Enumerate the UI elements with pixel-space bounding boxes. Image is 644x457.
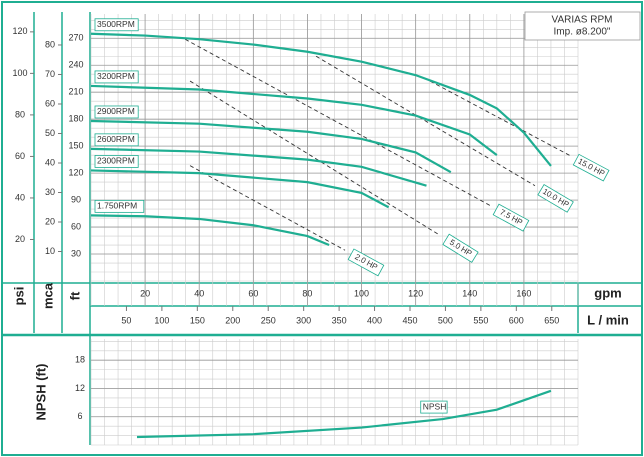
curve-label-box <box>94 70 139 84</box>
x2-tick-label: 100 <box>154 315 169 325</box>
x2-tick-label: 50 <box>121 315 131 325</box>
y-tick-label: 60 <box>71 221 81 231</box>
mca_axis-tick-label: 40 <box>45 157 55 167</box>
ft-label: ft <box>67 291 82 300</box>
curve <box>90 214 330 247</box>
x2-tick-label: 350 <box>332 315 347 325</box>
x-tick-label: 120 <box>408 288 423 298</box>
lmin-label: L / min <box>587 312 629 327</box>
psi_axis-tick-label: 60 <box>15 151 25 161</box>
power-label-box <box>347 248 385 277</box>
y-tick-label: 240 <box>68 60 83 70</box>
y-tick-label: 150 <box>68 141 83 151</box>
npsh-tick-label: 18 <box>75 355 85 365</box>
x2-tick-label: 400 <box>367 315 382 325</box>
curve-label: 3200RPM <box>97 71 135 81</box>
psi_axis-tick-label: 120 <box>12 26 27 36</box>
x-tick-label: 80 <box>302 288 312 298</box>
power-label-box <box>537 183 574 213</box>
npsh-axis-label: NPSH (ft) <box>33 363 48 420</box>
legend-box <box>524 11 641 41</box>
curve-label: 1.750RPM <box>97 201 137 211</box>
x2-tick-label: 500 <box>438 315 453 325</box>
legend-subtitle: Imp. ø8.200" <box>554 27 611 38</box>
x2-tick-label: 150 <box>190 315 205 325</box>
npsh-tick-label: 12 <box>75 383 85 393</box>
y-tick-label: 90 <box>71 194 81 204</box>
curve-label-box <box>94 18 139 32</box>
psi_axis-tick-label: 100 <box>12 68 27 78</box>
power-label-box <box>572 153 610 182</box>
x-tick-label: 40 <box>194 288 204 298</box>
curve-label-box <box>94 155 139 168</box>
curve-label-box <box>94 105 139 119</box>
y-tick-label: 30 <box>71 248 81 258</box>
curve-label: 2900RPM <box>97 106 135 116</box>
mca_axis-tick-label: 70 <box>45 69 55 79</box>
power-line <box>429 80 571 157</box>
curve <box>90 169 390 209</box>
power-line <box>184 38 491 206</box>
curve <box>90 147 427 187</box>
x2-tick-label: 200 <box>225 315 240 325</box>
x2-tick-label: 450 <box>402 315 417 325</box>
mca_axis-tick-label: 30 <box>45 187 55 197</box>
psi_axis-tick-label: 40 <box>15 192 25 202</box>
power-label-box <box>492 203 530 232</box>
curve-label: NPSH <box>423 401 447 411</box>
curve-label-box <box>94 133 139 147</box>
x2-tick-label: 250 <box>261 315 276 325</box>
mca_axis-tick-label: 60 <box>45 98 55 108</box>
power-label-box <box>442 233 479 263</box>
curve-label: 3500RPM <box>97 19 135 29</box>
curve <box>136 389 552 439</box>
curve-label: 2600RPM <box>97 134 135 144</box>
power-line <box>315 55 536 187</box>
mca_axis-tick-label: 10 <box>45 246 55 256</box>
curve-label: 2300RPM <box>97 156 135 166</box>
gpm-label: gpm <box>594 285 621 300</box>
x-tick-label: 20 <box>140 288 150 298</box>
curve-label-box <box>420 400 448 414</box>
mca-label: mca <box>40 282 55 309</box>
x-tick-label: 160 <box>516 288 531 298</box>
dividers <box>2 12 642 445</box>
x-tick-label: 60 <box>248 288 258 298</box>
curve-label-box <box>94 199 145 213</box>
x-tick-label: 100 <box>354 288 369 298</box>
x2-tick-label: 300 <box>296 315 311 325</box>
y-tick-label: 180 <box>68 114 83 124</box>
y-tick-label: 120 <box>68 167 83 177</box>
power-line <box>189 165 346 251</box>
npsh-tick-label: 6 <box>77 411 82 421</box>
x2-tick-label: 650 <box>544 315 559 325</box>
psi_axis-tick-label: 20 <box>15 234 25 244</box>
x-tick-label: 140 <box>462 288 477 298</box>
mca_axis-tick-label: 20 <box>45 216 55 226</box>
mca_axis-tick-label: 50 <box>45 128 55 138</box>
y-tick-label: 270 <box>68 33 83 43</box>
mca_axis-tick-label: 80 <box>45 39 55 49</box>
psi_axis-tick-label: 80 <box>15 109 25 119</box>
x2-tick-label: 550 <box>473 315 488 325</box>
x2-tick-label: 600 <box>509 315 524 325</box>
y-tick-label: 210 <box>68 87 83 97</box>
curve <box>90 84 498 157</box>
legend-title: VARIAS RPM <box>552 15 613 26</box>
curve <box>90 119 452 174</box>
curve <box>90 32 552 167</box>
psi-label: psi <box>11 287 26 306</box>
